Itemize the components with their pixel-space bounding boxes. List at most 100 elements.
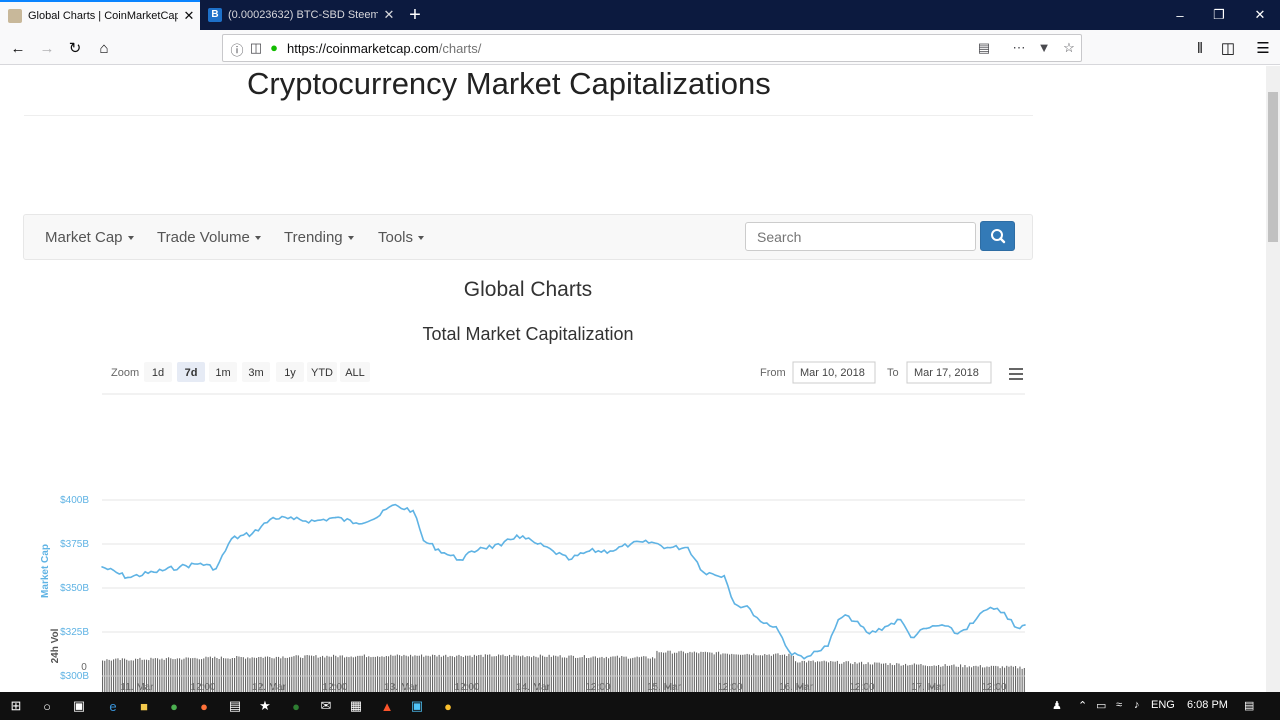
to-date-input[interactable]: Mar 17, 2018 (906, 361, 992, 384)
zoom-button-label: 3m (248, 367, 263, 379)
task-view-icon[interactable]: ▣ (72, 698, 86, 713)
brave-icon[interactable]: ▲ (380, 698, 394, 714)
volume-bar (938, 665, 940, 692)
chart-title: Total Market Capitalization (422, 324, 634, 344)
volume-bar (520, 656, 522, 692)
tracking-shield-icon[interactable]: ◫ (249, 40, 263, 55)
file-explorer-icon[interactable]: ■ (140, 698, 148, 714)
volume-bar (817, 661, 819, 692)
page-scrollbar[interactable] (1266, 66, 1280, 692)
page-actions-icon[interactable]: ⋯ (1012, 40, 1026, 55)
data-point (153, 571, 155, 573)
volume-bar (997, 666, 999, 692)
zoom-buttons: 1d 7d 1m 3m 1y YTD ALL (144, 362, 370, 382)
window-close-icon[interactable]: ✕ (1254, 7, 1266, 22)
data-point (723, 574, 726, 577)
hamburger-menu-icon[interactable]: ☰ (1256, 40, 1270, 57)
action-center-icon[interactable]: ▤ (1244, 700, 1255, 712)
wifi-icon[interactable]: ≈ (1116, 699, 1123, 711)
volume-bar (773, 654, 775, 692)
show-hidden-icons-icon[interactable]: ⌃ (1078, 700, 1088, 712)
volume-bar (845, 661, 847, 692)
info-icon[interactable]: ⓘ (230, 43, 244, 58)
notepad-icon[interactable]: ▤ (228, 698, 242, 713)
volume-bar (537, 657, 539, 692)
firefox-icon[interactable]: ● (200, 698, 208, 714)
sidebar-icon[interactable]: ◫ (1220, 40, 1236, 57)
volume-bar (236, 656, 238, 692)
x-tick-label: 14. Mar (516, 682, 551, 692)
edge-icon[interactable]: e (109, 698, 117, 714)
cortana-icon[interactable]: ○ (43, 698, 51, 714)
data-point (749, 608, 751, 610)
address-bar[interactable]: ⓘ ◫ ● https://coinmarketcap.com/charts/ … (222, 34, 1082, 62)
pocket-icon[interactable]: ▼ (1037, 40, 1051, 55)
chrome-icon[interactable]: ● (170, 698, 178, 714)
home-icon[interactable]: ⌂ (99, 39, 109, 57)
bookmark-star-icon[interactable]: ☆ (1063, 40, 1075, 55)
zoom-button-ALL[interactable]: ALL (340, 362, 370, 382)
search-input[interactable] (745, 222, 976, 251)
volume-bar (581, 657, 583, 692)
mail-icon[interactable]: ✉ (320, 698, 332, 713)
market-cap-chart: Zoom 1d 7d 1m 3m 1y YTD ALL From Mar 10, 2018 … (40, 361, 1028, 692)
lock-icon[interactable]: ● (270, 40, 278, 55)
chrome-icon[interactable]: ● (444, 698, 452, 714)
volume-bar (392, 655, 394, 692)
volume-bar (621, 656, 623, 692)
zoom-button-3m[interactable]: 3m (242, 362, 270, 382)
zoom-button-7d[interactable]: 7d (177, 362, 205, 382)
volume-bar (711, 652, 713, 692)
reader-view-icon[interactable]: ▤ (977, 40, 991, 55)
new-tab-button[interactable]: + (409, 4, 421, 26)
caret-down-icon (347, 236, 354, 241)
volume-bar (121, 658, 123, 692)
volume-bar (370, 657, 372, 692)
app-icon[interactable]: ★ (259, 698, 271, 713)
volume-bar (788, 653, 790, 692)
app-icon[interactable]: ▣ (410, 698, 424, 713)
tab-global-charts[interactable]: Global Charts | CoinMarketCap ✕ (0, 0, 200, 30)
zoom-button-YTD[interactable]: YTD (307, 362, 337, 382)
zoom-button-1d[interactable]: 1d (144, 362, 172, 382)
caret-down-icon (254, 236, 261, 241)
input-language[interactable]: ENG (1151, 699, 1175, 711)
forward-arrow-icon[interactable]: → (39, 39, 55, 57)
library-icon[interactable]: ‖ (1196, 39, 1204, 57)
url-text[interactable]: https://coinmarketcap.com/charts/ (287, 41, 482, 56)
volume-bar (476, 655, 478, 692)
from-date-input[interactable]: Mar 10, 2018 (792, 361, 876, 384)
search-button[interactable] (980, 221, 1015, 251)
back-arrow-icon[interactable]: ← (10, 39, 26, 57)
minimize-icon[interactable]: – (1176, 7, 1184, 23)
zoom-button-1m[interactable]: 1m (209, 362, 237, 382)
tab-btc-sbd[interactable]: B (0.00023632) BTC-SBD SteemDc ✕ (200, 0, 400, 30)
app-icon[interactable]: ● (292, 698, 300, 714)
volume-bar (623, 656, 625, 692)
reload-icon[interactable]: ↻ (68, 40, 82, 57)
calculator-icon[interactable]: ▦ (349, 698, 363, 713)
volume-bar (117, 658, 119, 692)
close-icon[interactable]: ✕ (383, 7, 395, 22)
volume-bar (225, 658, 227, 692)
volume-bar (328, 656, 330, 692)
nav-tools[interactable]: Tools (378, 229, 425, 246)
nav-trade-volume[interactable]: Trade Volume (157, 229, 261, 246)
chart-menu-icon[interactable] (1004, 364, 1028, 384)
scrollbar-thumb[interactable] (1268, 92, 1278, 242)
people-icon[interactable]: ♟ (1052, 700, 1062, 712)
nav-trending[interactable]: Trending (284, 229, 354, 246)
clock[interactable]: 6:08 PM (1187, 699, 1228, 711)
site-nav: Market Cap Trade Volume Trending Tools (23, 214, 1033, 260)
restore-icon[interactable]: ❐ (1213, 7, 1225, 22)
x-tick-label: 12:00 (322, 682, 347, 692)
close-icon[interactable]: ✕ (183, 8, 195, 23)
zoom-button-1y[interactable]: 1y (276, 362, 304, 382)
windows-start-icon[interactable]: ⊞ (10, 698, 22, 713)
battery-icon[interactable]: ▭ (1096, 700, 1107, 712)
volume-bar (304, 655, 306, 692)
x-tick-label: 12:00 (981, 682, 1006, 692)
nav-market-cap[interactable]: Market Cap (45, 229, 134, 246)
volume-icon[interactable]: ♪ (1134, 699, 1140, 711)
y-tick-label: $350B (60, 583, 89, 594)
